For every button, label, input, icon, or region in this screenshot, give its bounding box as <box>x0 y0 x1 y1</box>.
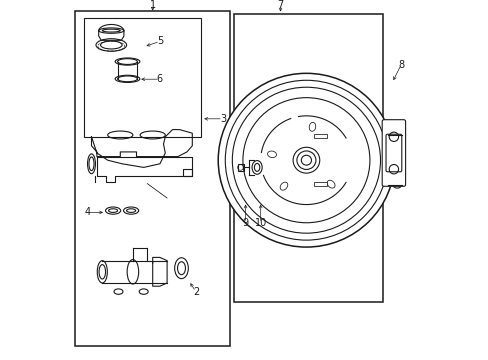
Ellipse shape <box>102 29 120 32</box>
Text: 5: 5 <box>157 36 163 46</box>
Text: 8: 8 <box>397 60 404 70</box>
Ellipse shape <box>89 157 94 171</box>
Text: 1: 1 <box>149 0 156 10</box>
Ellipse shape <box>177 262 185 275</box>
Text: 10: 10 <box>254 218 266 228</box>
Ellipse shape <box>243 98 369 223</box>
Ellipse shape <box>117 59 137 64</box>
Bar <box>314 134 326 138</box>
Text: 4: 4 <box>84 207 91 217</box>
Ellipse shape <box>108 209 117 212</box>
Bar <box>75 11 230 346</box>
Ellipse shape <box>126 209 135 212</box>
Text: 9: 9 <box>242 218 248 228</box>
Ellipse shape <box>280 182 287 190</box>
Bar <box>233 14 382 302</box>
Text: 6: 6 <box>157 74 163 84</box>
Bar <box>238 164 244 171</box>
Ellipse shape <box>254 163 259 171</box>
FancyBboxPatch shape <box>382 120 405 186</box>
Ellipse shape <box>326 180 334 188</box>
Ellipse shape <box>267 151 276 158</box>
Text: 2: 2 <box>192 287 199 297</box>
Text: 7: 7 <box>277 0 283 10</box>
Ellipse shape <box>292 147 319 173</box>
Text: 3: 3 <box>220 114 225 124</box>
Bar <box>84 18 201 137</box>
Ellipse shape <box>117 76 137 82</box>
Bar <box>314 182 326 186</box>
Ellipse shape <box>392 132 401 138</box>
Ellipse shape <box>218 73 394 247</box>
Ellipse shape <box>99 265 105 279</box>
Ellipse shape <box>308 122 315 131</box>
Ellipse shape <box>101 41 122 49</box>
Ellipse shape <box>392 183 401 188</box>
